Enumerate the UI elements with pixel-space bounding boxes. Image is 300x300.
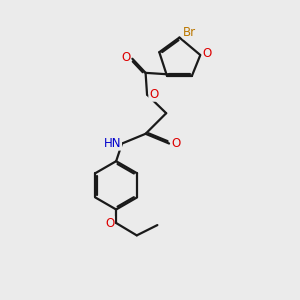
Text: HN: HN xyxy=(104,137,122,150)
Text: O: O xyxy=(105,217,114,230)
Text: Br: Br xyxy=(183,26,196,39)
Text: O: O xyxy=(202,47,212,60)
Text: O: O xyxy=(121,51,130,64)
Text: O: O xyxy=(171,137,180,150)
Text: O: O xyxy=(149,88,158,101)
